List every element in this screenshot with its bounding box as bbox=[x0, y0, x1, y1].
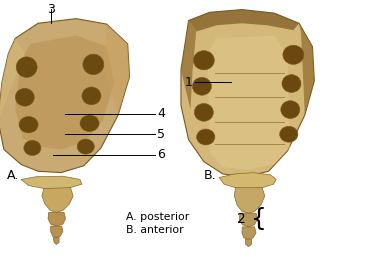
Text: 1: 1 bbox=[184, 76, 192, 89]
Text: 2: 2 bbox=[237, 212, 246, 226]
Text: A. posterior
B. anterior: A. posterior B. anterior bbox=[126, 212, 189, 235]
Polygon shape bbox=[103, 24, 130, 115]
Ellipse shape bbox=[194, 51, 214, 70]
Polygon shape bbox=[245, 239, 251, 247]
Ellipse shape bbox=[283, 45, 304, 64]
Polygon shape bbox=[53, 238, 59, 244]
Ellipse shape bbox=[77, 139, 94, 154]
Ellipse shape bbox=[194, 103, 213, 121]
Polygon shape bbox=[42, 188, 73, 212]
Polygon shape bbox=[189, 10, 299, 32]
Ellipse shape bbox=[197, 129, 215, 145]
Ellipse shape bbox=[280, 126, 298, 142]
Polygon shape bbox=[0, 38, 25, 121]
Polygon shape bbox=[181, 21, 196, 110]
Polygon shape bbox=[239, 213, 258, 227]
Polygon shape bbox=[299, 23, 314, 115]
Text: B.: B. bbox=[204, 169, 216, 182]
Ellipse shape bbox=[192, 77, 211, 95]
Polygon shape bbox=[242, 227, 256, 239]
Text: 6: 6 bbox=[157, 148, 165, 161]
Ellipse shape bbox=[281, 101, 300, 119]
Text: 3: 3 bbox=[48, 3, 55, 16]
Ellipse shape bbox=[24, 141, 41, 156]
Ellipse shape bbox=[80, 115, 99, 132]
Polygon shape bbox=[48, 212, 66, 226]
Text: 4: 4 bbox=[157, 107, 165, 120]
Text: {: { bbox=[251, 207, 267, 231]
Polygon shape bbox=[21, 176, 82, 190]
Ellipse shape bbox=[15, 88, 34, 106]
Ellipse shape bbox=[83, 54, 104, 75]
Ellipse shape bbox=[16, 57, 37, 77]
Text: 5: 5 bbox=[157, 128, 165, 141]
Polygon shape bbox=[181, 10, 314, 177]
Ellipse shape bbox=[19, 116, 38, 133]
Polygon shape bbox=[51, 226, 63, 238]
Polygon shape bbox=[208, 36, 290, 170]
Polygon shape bbox=[0, 19, 130, 173]
Ellipse shape bbox=[82, 87, 101, 105]
Text: A.: A. bbox=[7, 169, 19, 181]
Polygon shape bbox=[219, 173, 276, 189]
Ellipse shape bbox=[282, 75, 301, 93]
Polygon shape bbox=[15, 36, 114, 149]
Polygon shape bbox=[234, 188, 265, 213]
